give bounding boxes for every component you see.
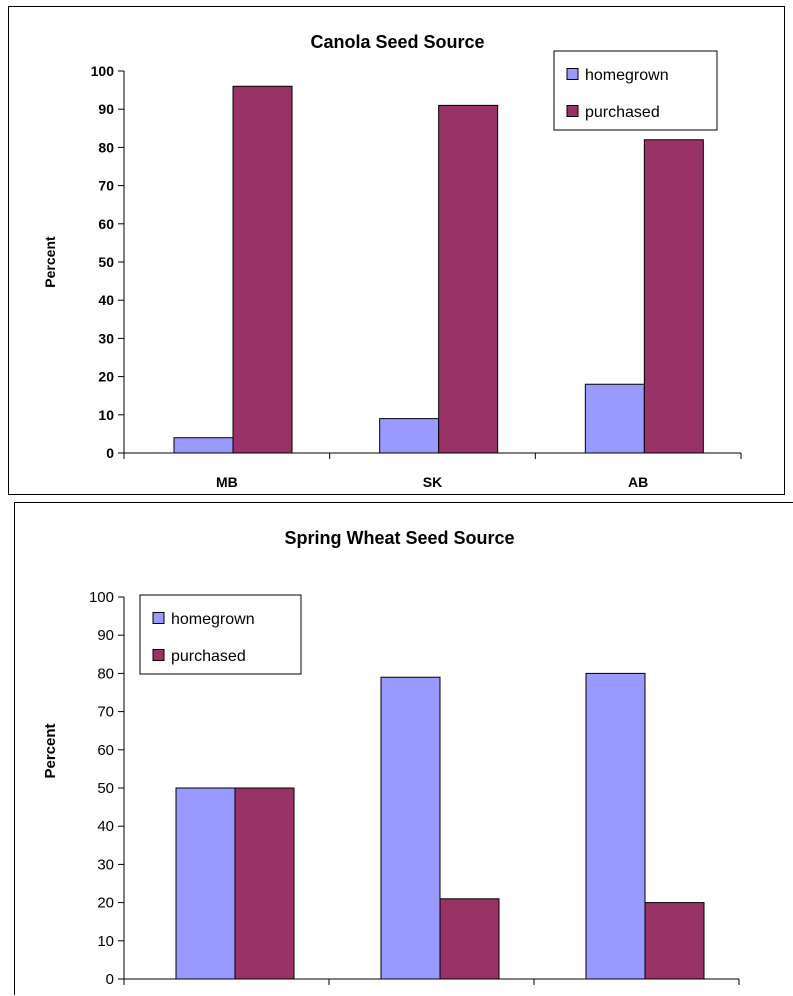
bar-homegrown-sk <box>380 676 441 980</box>
y-tick-label: 0 <box>106 971 114 988</box>
chart-title: Canola Seed Source <box>310 32 484 52</box>
bar-purchased-mb <box>232 85 293 454</box>
y-tick-label: 80 <box>97 665 114 682</box>
bar-homegrown-sk <box>379 418 440 454</box>
x-tick-label: MB <box>216 474 238 490</box>
legend-swatch-homegrown <box>566 68 579 80</box>
legend-box <box>553 50 718 131</box>
bar-purchased-sk <box>439 898 500 980</box>
y-tick-label: 80 <box>98 139 114 155</box>
y-tick-label: 70 <box>97 704 114 721</box>
y-tick-label: 60 <box>97 742 114 759</box>
y-axis-label: Percent <box>42 236 58 288</box>
y-tick-label: 50 <box>97 780 114 797</box>
chart-svg: Spring Wheat Seed Source Percent 0 10 20 30 40… <box>42 528 740 988</box>
legend-label-homegrown: homegrown <box>585 67 669 84</box>
y-tick-label: 50 <box>98 254 114 270</box>
bar-purchased-mb <box>234 787 295 980</box>
legend-label-homegrown: homegrown <box>171 611 255 628</box>
bar-homegrown-ab <box>584 383 645 454</box>
chart-title: Spring Wheat Seed Source <box>284 528 514 548</box>
y-tick-label: 20 <box>98 369 114 385</box>
y-tick-label: 70 <box>98 178 114 194</box>
bar-homegrown-mb <box>173 437 234 454</box>
bar-homegrown-mb <box>175 787 236 980</box>
spring-wheat-chart: Spring Wheat Seed Source Percent 0 10 20 30 40… <box>14 502 793 995</box>
y-tick-label: 30 <box>97 856 114 873</box>
legend-box <box>139 594 302 675</box>
legend-swatch-purchased <box>566 105 579 117</box>
bar-purchased-sk <box>438 104 499 454</box>
chart-svg: Canola Seed Source Percent 0 10 20 30 40 50 60 70… <box>42 32 742 490</box>
y-tick-label: 100 <box>89 589 114 606</box>
y-tick-label: 90 <box>98 101 114 117</box>
y-tick-label: 40 <box>98 292 114 308</box>
y-axis-label: Percent <box>42 723 59 778</box>
bar-homegrown-ab <box>585 672 646 980</box>
legend-label-purchased: purchased <box>171 648 246 665</box>
y-tick-label: 30 <box>98 330 114 346</box>
x-tick-label: SK <box>423 474 442 490</box>
legend-label-purchased: purchased <box>585 104 660 121</box>
y-tick-label: 0 <box>106 445 114 461</box>
y-tick-label: 20 <box>97 895 114 912</box>
y-tick-label: 100 <box>91 63 115 79</box>
legend-swatch-homegrown <box>152 612 165 624</box>
bar-purchased-ab <box>644 902 705 980</box>
bar-purchased-ab <box>643 139 704 454</box>
x-tick-label: AB <box>628 474 648 490</box>
y-tick-label: 40 <box>97 818 114 835</box>
y-tick-label: 90 <box>97 627 114 644</box>
y-tick-label: 10 <box>98 407 114 423</box>
legend-swatch-purchased <box>152 649 165 661</box>
y-tick-label: 10 <box>97 933 114 950</box>
y-tick-label: 60 <box>98 216 114 232</box>
canola-chart: Canola Seed Source Percent 0 10 20 30 40 50 60 70… <box>8 6 785 495</box>
